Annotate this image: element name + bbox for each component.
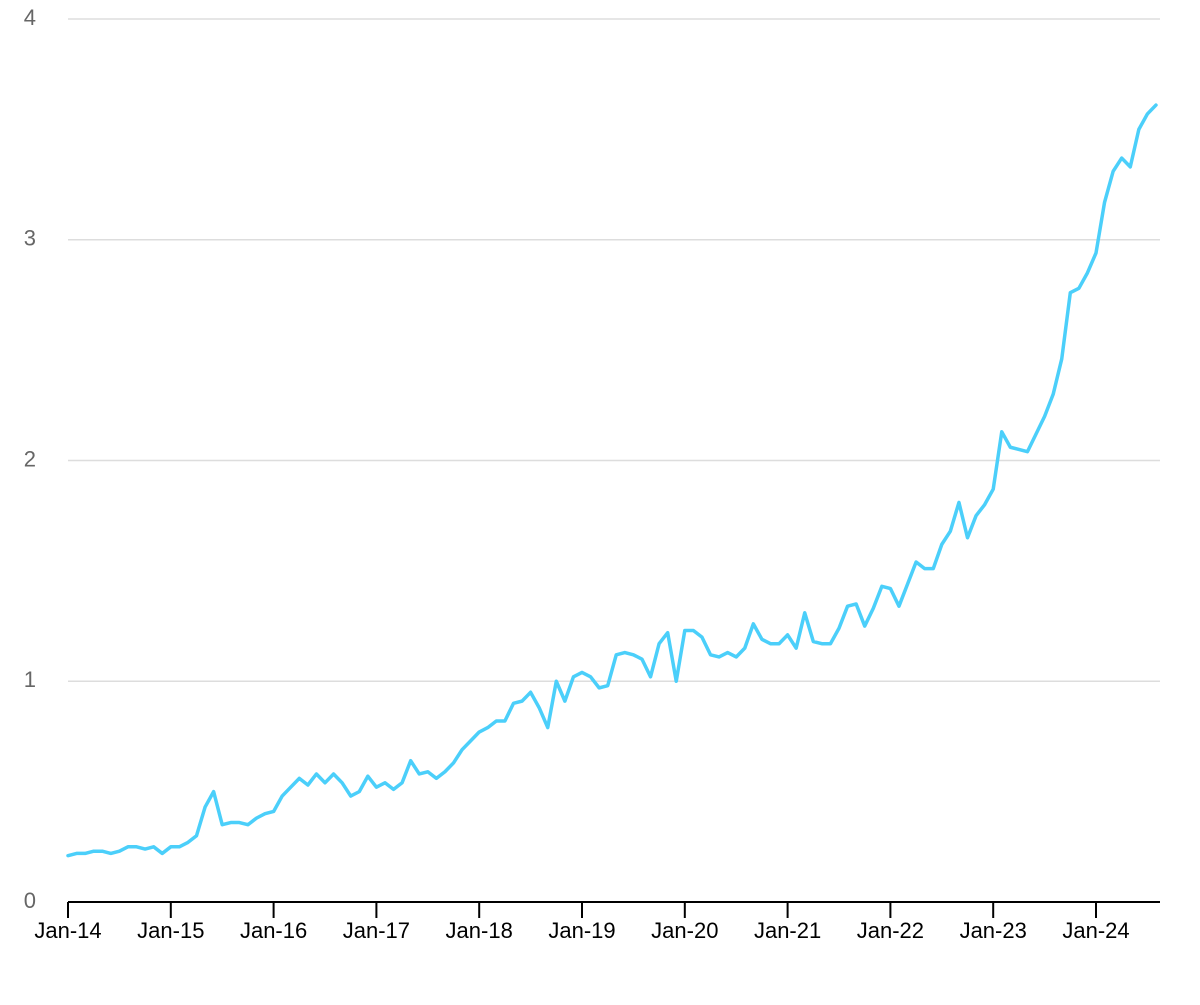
x-tick-label: Jan-19: [548, 918, 615, 943]
x-tick-label: Jan-22: [857, 918, 924, 943]
x-tick-label: Jan-20: [651, 918, 718, 943]
y-tick-label: 1: [24, 667, 36, 692]
x-tick-label: Jan-23: [960, 918, 1027, 943]
y-tick-label: 4: [24, 5, 36, 30]
x-tick-label: Jan-18: [446, 918, 513, 943]
y-tick-label: 2: [24, 446, 36, 471]
x-tick-label: Jan-16: [240, 918, 307, 943]
y-tick-label: 0: [24, 888, 36, 913]
y-tick-label: 3: [24, 226, 36, 251]
x-tick-label: Jan-17: [343, 918, 410, 943]
data-line: [66, 103, 1158, 858]
x-tick-label: Jan-21: [754, 918, 821, 943]
x-tick-label: Jan-24: [1062, 918, 1129, 943]
x-tick-label: Jan-15: [137, 918, 204, 943]
x-tick-label: Jan-14: [34, 918, 101, 943]
